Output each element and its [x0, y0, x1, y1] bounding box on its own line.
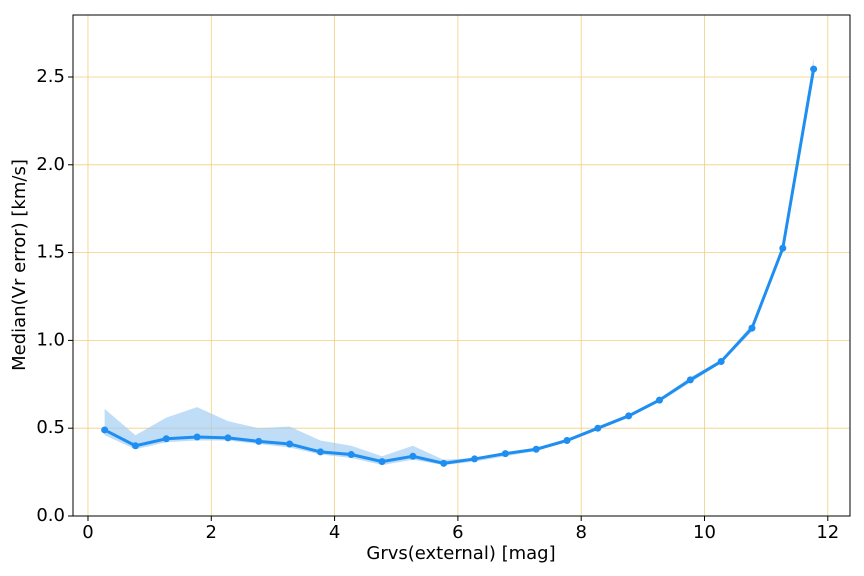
- point: [162, 435, 170, 443]
- point: [131, 442, 139, 450]
- line: [103, 68, 816, 465]
- point: [378, 458, 386, 466]
- x-axis-label: Grvs(external) [mag]: [366, 543, 555, 564]
- point: [471, 455, 479, 463]
- point: [255, 437, 263, 445]
- x-tick-label: 4: [329, 522, 340, 543]
- y-axis-label: Median(Vr error) [km/s]: [9, 159, 30, 371]
- point: [101, 426, 109, 434]
- point: [748, 324, 756, 332]
- error-band: [104, 57, 814, 466]
- plot-frame: [72, 14, 851, 517]
- x-tick-label: 10: [693, 522, 716, 543]
- point: [347, 451, 355, 459]
- point: [717, 357, 725, 365]
- y-tick-label: 0.0: [36, 505, 65, 526]
- y-tick-label: 1.0: [36, 329, 65, 350]
- point: [625, 412, 633, 420]
- x-tick-label: 6: [452, 522, 463, 543]
- y-tick-label: 1.5: [36, 242, 65, 263]
- point: [563, 436, 571, 444]
- point: [655, 396, 663, 404]
- y-tick-label: 2.0: [36, 154, 65, 175]
- point: [810, 65, 818, 73]
- x-tick-label: 12: [816, 522, 839, 543]
- y-tick-label: 2.5: [36, 66, 65, 87]
- point: [532, 445, 540, 453]
- y-tick-label: 0.5: [36, 417, 65, 438]
- point: [316, 448, 324, 456]
- point: [440, 459, 448, 467]
- point: [594, 424, 602, 432]
- point: [409, 452, 417, 460]
- point: [501, 450, 509, 458]
- x-tick-label: 8: [575, 522, 586, 543]
- point: [193, 433, 201, 441]
- point: [224, 434, 232, 442]
- point: [286, 440, 294, 448]
- x-tick-label: 0: [82, 522, 93, 543]
- point: [686, 376, 694, 384]
- x-tick-label: 2: [206, 522, 217, 543]
- point: [779, 244, 787, 252]
